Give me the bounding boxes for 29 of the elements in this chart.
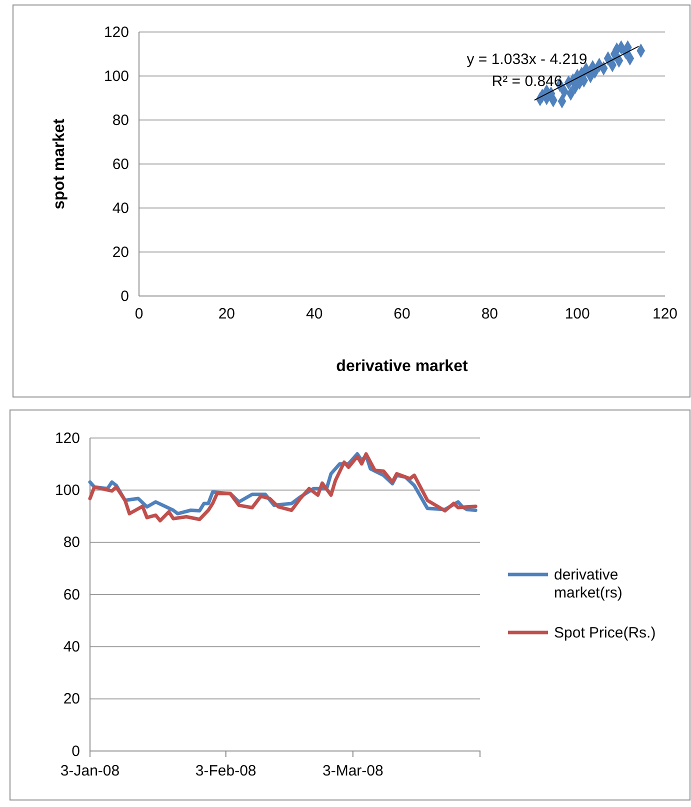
y-tick-label: 60 xyxy=(63,586,80,604)
x-tick-label: 40 xyxy=(306,306,323,323)
y-tick-label: 100 xyxy=(104,68,129,85)
x-tick-label: 120 xyxy=(652,306,678,323)
y-tick-label: 120 xyxy=(54,430,80,447)
x-tick-label: 3-Mar-08 xyxy=(322,762,384,780)
legend-label: derivative market(rs) xyxy=(554,566,622,602)
annotation: y = 1.033x - 4.219 xyxy=(466,51,588,68)
x-tick-label: 3-Jan-08 xyxy=(60,762,120,780)
y-tick-label: 80 xyxy=(112,112,129,129)
x-tick-label: 20 xyxy=(218,306,236,323)
x-tick-label: 100 xyxy=(564,306,590,323)
y-tick-label: 20 xyxy=(63,690,80,708)
y-tick-label: 80 xyxy=(63,534,80,552)
x-tick-label: 60 xyxy=(394,306,410,323)
x-tick-label: 80 xyxy=(481,306,498,323)
x-axis-title: derivative market xyxy=(336,358,468,375)
x-tick-label: 3-Feb-08 xyxy=(195,762,256,780)
y-tick-label: 100 xyxy=(54,482,80,499)
y-tick-label: 0 xyxy=(72,742,80,760)
y-tick-label: 40 xyxy=(112,200,129,217)
y-tick-label: 120 xyxy=(104,24,129,41)
y-tick-label: 60 xyxy=(112,156,129,173)
y-tick-label: 0 xyxy=(120,288,129,305)
y-axis-title: spot market xyxy=(51,118,68,210)
legend-label: Spot Price(Rs.) xyxy=(554,624,656,642)
y-tick-label: 40 xyxy=(63,638,80,656)
y-tick-label: 20 xyxy=(112,244,129,261)
x-tick-label: 0 xyxy=(134,306,144,323)
